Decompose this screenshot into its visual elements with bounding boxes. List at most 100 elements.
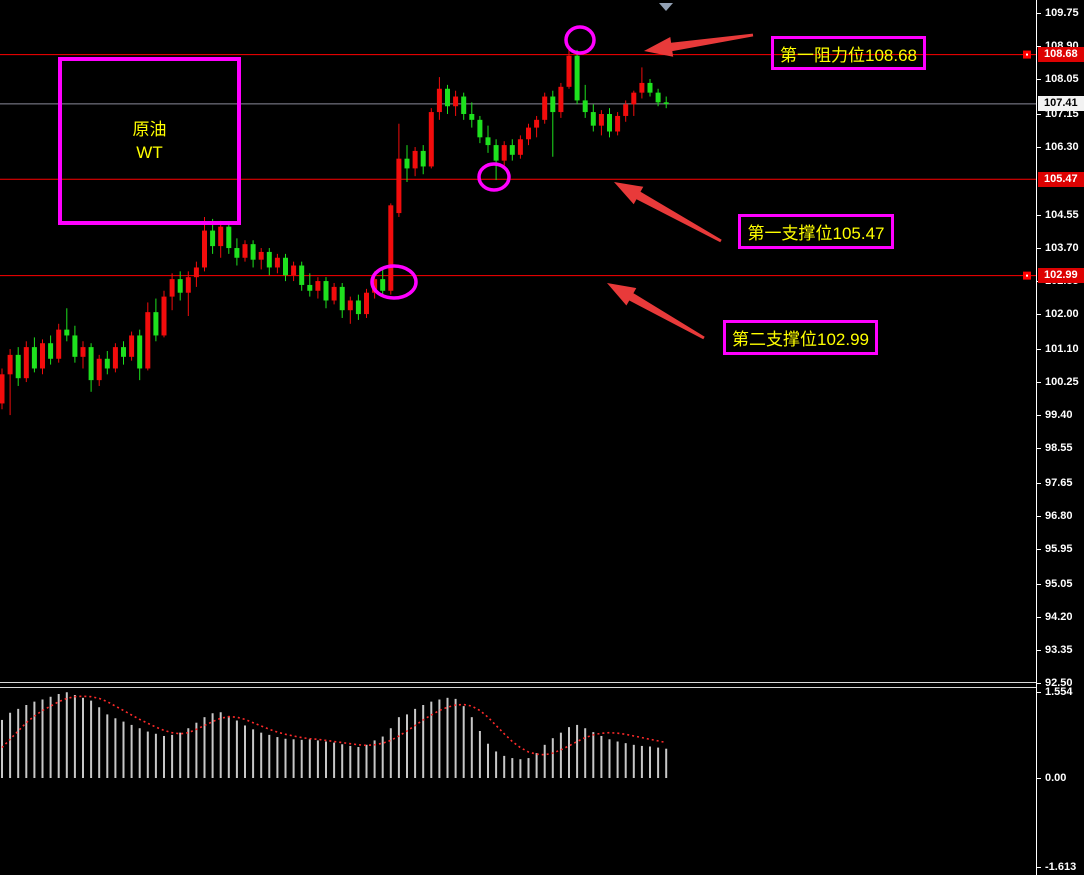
candle [380,269,386,297]
price-tick-label: 95.05 [1045,578,1073,591]
candle [347,296,353,324]
annotation-arrow[interactable] [614,182,722,243]
candle [590,104,596,132]
tick-mark [1037,778,1041,779]
candle [72,325,78,363]
annotation-arrow[interactable] [607,283,705,340]
symbol-box[interactable]: 原油 WT [58,57,241,225]
candle [323,277,329,309]
candle [64,308,70,342]
tick-mark [1037,382,1041,384]
candle [655,88,661,107]
highlight-circle[interactable] [477,162,511,192]
tick-mark [1037,215,1041,217]
top-arrow-marker[interactable] [659,3,673,11]
candle [436,77,442,120]
price-tick-label: 94.20 [1045,611,1073,624]
candle [582,84,588,118]
candle [631,90,637,116]
price-tick-label: 109.75 [1045,7,1079,19]
candle [647,79,653,97]
candle [226,222,232,254]
current-price-badge: 107.41 [1038,96,1084,112]
resistance-label-text: 第一阻力位108.68 [780,45,917,65]
indicator-tick-label: 1.554 [1045,686,1073,699]
tick-mark [1037,650,1041,652]
tick-mark [1037,147,1041,149]
support1-label-box[interactable]: 第一支撑位105.47 [738,214,894,249]
candle [104,350,110,375]
tick-mark [1037,46,1041,48]
price-tick-label: 97.65 [1045,477,1073,490]
tick-mark [1037,415,1041,417]
price-tick-label: 106.30 [1045,141,1079,154]
tick-mark [1037,692,1041,694]
candle [112,343,118,373]
tick-mark [1037,79,1041,81]
candle [453,90,459,116]
support2-label-box[interactable]: 第二支撑位102.99 [723,320,878,355]
candle [445,84,450,115]
candle [153,298,159,342]
candle [501,141,507,167]
level-price-badge: 108.68 [1038,47,1084,63]
candle [420,145,426,175]
symbol-code: WT [136,143,163,162]
tick-mark [1037,349,1041,351]
candle [396,123,402,217]
highlight-circle[interactable] [370,264,418,300]
candle [31,337,37,373]
tick-mark [1037,516,1041,518]
annotation-arrow[interactable] [644,33,754,57]
candle [88,343,94,392]
panel-separator [0,687,1084,688]
candle [461,92,467,120]
candle [15,347,21,386]
candle [185,271,191,317]
candle [615,112,621,136]
line-handle-center [1026,53,1028,56]
price-tick-label: 101.10 [1045,343,1079,356]
candle [48,335,54,365]
candle [291,261,297,282]
candle [40,339,45,375]
price-axis[interactable]: 109.75 108.90 108.05 107.15 106.30 104.55 103.… [1036,0,1084,875]
indicator-tick-label: -1.613 [1045,861,1077,874]
candle [121,341,126,365]
candle [574,49,580,105]
price-tick-label: 99.40 [1045,409,1073,422]
tick-mark [1037,867,1041,869]
tick-mark [1037,114,1041,115]
candle [193,261,199,287]
candle [242,240,248,262]
price-tick-label: 95.95 [1045,543,1073,556]
indicator-tick-label: 0.00 [1045,772,1067,784]
candle [493,139,499,181]
candle [307,273,313,297]
level-price-badge: 105.47 [1038,171,1084,187]
candle [145,302,151,371]
candle [607,108,612,138]
indicator-histogram [1,692,668,778]
candle [412,147,418,177]
candle [96,354,102,386]
highlight-circle[interactable] [564,25,596,55]
tick-mark [1037,549,1041,551]
candle [234,238,240,266]
candle [202,216,207,272]
candle [404,145,410,182]
candle [526,123,531,146]
price-tick-label: 93.35 [1045,644,1073,657]
candle [258,248,264,270]
price-tick-label: 104.55 [1045,209,1079,222]
resistance-label-box[interactable]: 第一阻力位108.68 [771,36,926,70]
candle [315,277,321,299]
candle [566,46,572,89]
candle [274,253,280,274]
candle [517,135,523,159]
candle [485,125,491,153]
tick-mark [1037,683,1041,685]
candle [355,294,361,320]
